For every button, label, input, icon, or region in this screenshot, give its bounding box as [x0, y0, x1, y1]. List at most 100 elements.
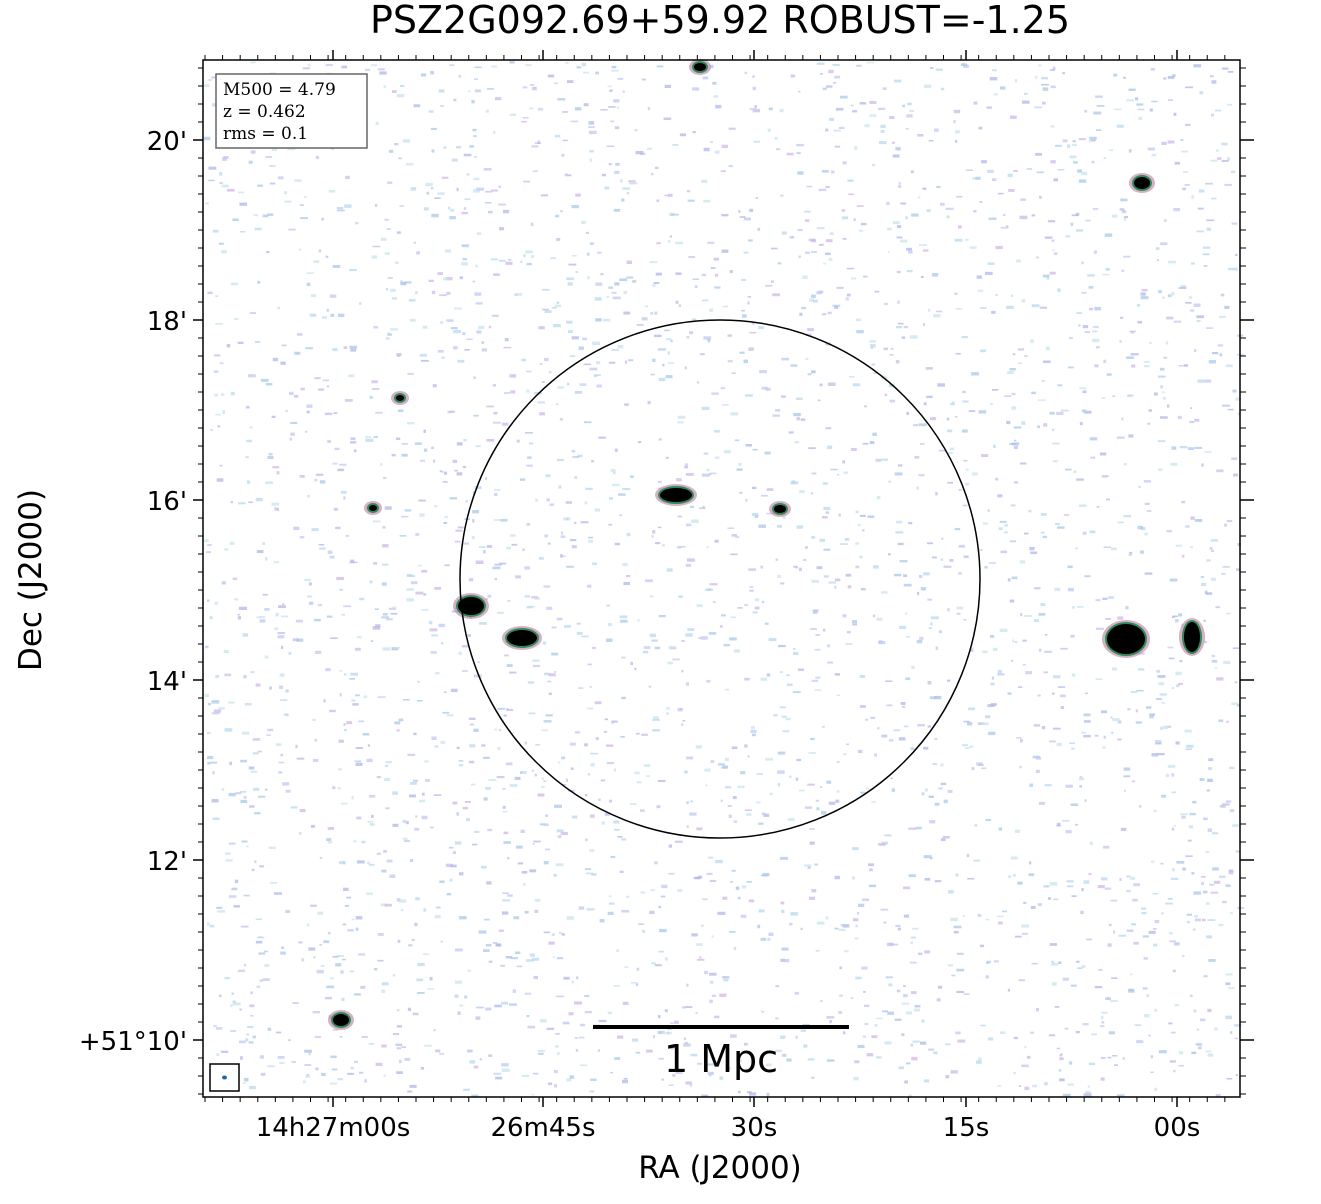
- speckle: [442, 481, 448, 483]
- speckle: [710, 141, 713, 144]
- speckle: [459, 1004, 464, 1007]
- speckle: [1066, 885, 1074, 888]
- speckle: [804, 864, 812, 867]
- speckle: [1010, 504, 1016, 507]
- speckle: [586, 872, 594, 875]
- speckle: [855, 542, 860, 545]
- speckle: [1081, 291, 1087, 294]
- speckle: [1052, 460, 1058, 463]
- speckle: [355, 222, 359, 225]
- speckle: [462, 258, 467, 261]
- speckle: [285, 713, 289, 717]
- speckle: [524, 595, 530, 598]
- speckle: [821, 725, 825, 728]
- speckle: [706, 1063, 714, 1066]
- speckle: [737, 896, 741, 900]
- speckle: [401, 515, 409, 518]
- speckle: [816, 566, 823, 570]
- speckle: [455, 529, 463, 532]
- speckle: [826, 1059, 835, 1062]
- speckle: [1149, 713, 1156, 716]
- speckle: [1123, 76, 1126, 79]
- speckle: [1171, 773, 1175, 777]
- speckle: [903, 725, 909, 728]
- speckle: [619, 278, 628, 282]
- speckle: [321, 316, 328, 319]
- speckle: [404, 281, 412, 284]
- speckle: [1171, 687, 1174, 690]
- speckle: [246, 1033, 250, 1036]
- speckle: [1084, 575, 1091, 578]
- speckle: [735, 536, 740, 538]
- speckle: [1086, 938, 1092, 941]
- speckle: [1168, 657, 1175, 660]
- speckle: [336, 576, 344, 581]
- speckle: [607, 1011, 613, 1015]
- speckle: [723, 978, 729, 982]
- speckle: [295, 744, 298, 749]
- speckle: [872, 614, 876, 618]
- speckle: [538, 1052, 544, 1055]
- speckle: [1207, 1008, 1212, 1013]
- speckle: [550, 257, 556, 259]
- speckle: [818, 188, 827, 192]
- speckle: [396, 1047, 402, 1050]
- speckle: [641, 78, 646, 81]
- speckle: [571, 204, 579, 209]
- speckle: [628, 180, 636, 183]
- speckle: [1073, 470, 1077, 474]
- speckle: [692, 131, 696, 134]
- speckle: [288, 651, 292, 655]
- speckle: [529, 107, 534, 110]
- speckle: [852, 383, 861, 387]
- speckle: [381, 563, 389, 566]
- speckle: [1044, 650, 1053, 653]
- speckle: [779, 671, 783, 673]
- speckle: [752, 75, 755, 78]
- speckle: [623, 290, 628, 295]
- speckle: [595, 71, 599, 75]
- speckle: [458, 651, 462, 655]
- speckle: [732, 796, 737, 800]
- speckle: [804, 219, 810, 222]
- speckle: [804, 806, 813, 809]
- speckle: [474, 292, 482, 296]
- speckle: [1081, 888, 1084, 892]
- speckle: [836, 286, 844, 289]
- speckle: [292, 1002, 299, 1004]
- speckle: [719, 993, 727, 998]
- speckle: [731, 746, 738, 750]
- speckle: [1143, 957, 1148, 960]
- speckle: [361, 1036, 368, 1038]
- speckle: [1123, 462, 1127, 466]
- speckle: [878, 640, 883, 644]
- speckle: [446, 714, 454, 717]
- speckle: [1181, 150, 1189, 153]
- speckle: [754, 598, 760, 602]
- speckle: [748, 239, 753, 242]
- speckle: [730, 881, 734, 883]
- speckle: [712, 81, 717, 85]
- speckle: [428, 110, 434, 113]
- speckle: [1205, 851, 1210, 854]
- speckle: [336, 207, 344, 210]
- speckle: [1235, 397, 1242, 401]
- speckle: [750, 726, 755, 730]
- speckle: [979, 200, 983, 203]
- speckle: [464, 995, 468, 999]
- speckle: [495, 943, 501, 947]
- speckle: [277, 1055, 285, 1059]
- speckle: [894, 79, 902, 83]
- speckle: [478, 325, 485, 330]
- speckle: [1089, 136, 1097, 140]
- speckle: [654, 861, 658, 865]
- speckle: [651, 639, 658, 642]
- speckle: [940, 202, 945, 206]
- speckle: [423, 207, 429, 211]
- speckle: [913, 1008, 920, 1012]
- speckle: [996, 915, 1004, 918]
- source-core: [774, 505, 786, 513]
- speckle: [444, 564, 450, 567]
- source-core: [1107, 624, 1145, 654]
- speckle: [1186, 744, 1194, 748]
